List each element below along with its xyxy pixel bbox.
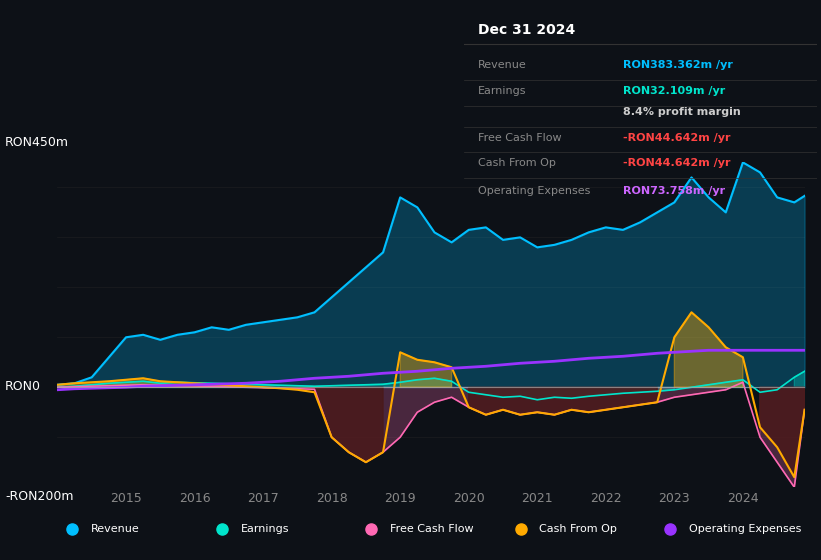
Text: RON0: RON0 — [5, 380, 41, 393]
Text: Revenue: Revenue — [91, 524, 140, 534]
Text: RON73.758m /yr: RON73.758m /yr — [622, 186, 725, 196]
Text: Free Cash Flow: Free Cash Flow — [478, 133, 562, 143]
Text: Cash From Op: Cash From Op — [539, 524, 617, 534]
Text: Operating Expenses: Operating Expenses — [478, 186, 590, 196]
Text: RON383.362m /yr: RON383.362m /yr — [622, 60, 732, 70]
Text: RON450m: RON450m — [5, 137, 69, 150]
Text: Free Cash Flow: Free Cash Flow — [390, 524, 474, 534]
Text: Dec 31 2024: Dec 31 2024 — [478, 22, 576, 36]
Text: Revenue: Revenue — [478, 60, 527, 70]
Text: RON32.109m /yr: RON32.109m /yr — [622, 86, 725, 96]
Text: 8.4% profit margin: 8.4% profit margin — [622, 107, 741, 117]
Text: -RON44.642m /yr: -RON44.642m /yr — [622, 133, 730, 143]
Text: Earnings: Earnings — [241, 524, 289, 534]
Text: -RON44.642m /yr: -RON44.642m /yr — [622, 158, 730, 168]
Text: -RON200m: -RON200m — [5, 491, 74, 503]
Text: Operating Expenses: Operating Expenses — [689, 524, 801, 534]
Text: Earnings: Earnings — [478, 86, 526, 96]
Text: Cash From Op: Cash From Op — [478, 158, 556, 168]
